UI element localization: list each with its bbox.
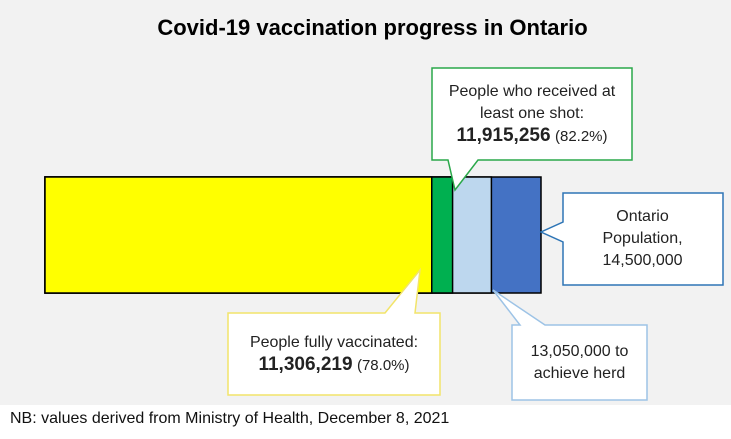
label-content: Ontario Population, 14,500,000	[590, 206, 695, 272]
callout-one-shot	[431, 67, 633, 192]
label-population: Ontario Population, 14,500,000	[590, 195, 695, 283]
footnote: NB: values derived from Ministry of Heal…	[10, 410, 450, 427]
percent-label: (78.0%)	[356, 356, 410, 374]
value-label: 11,306,219	[258, 353, 353, 375]
label-fully: People fully vaccinated: 11,306,219 (78.0…	[230, 315, 438, 393]
callout-population	[539, 192, 724, 286]
value-label: 11,915,256	[456, 124, 551, 146]
chart-title: Covid-19 vaccination progress in Ontario	[157, 15, 588, 40]
value-label: 13,050,000	[530, 342, 611, 360]
callout-fully	[227, 267, 441, 396]
series-name: People who received at least one shot:	[448, 82, 616, 122]
bar	[44, 176, 433, 294]
label-content: People fully vaccinated: 11,306,219 (78.0…	[250, 332, 418, 377]
bars	[44, 176, 542, 294]
label-one-shot: People who received at least one shot: 11…	[434, 70, 630, 158]
percent-label: (82.2%)	[554, 127, 608, 145]
value-label: 14,500,000	[602, 252, 683, 269]
label-content: 13,050,000 to achieve herd	[522, 341, 637, 385]
series-name: People fully vaccinated:	[249, 333, 419, 351]
series-name: Ontario Population,	[602, 208, 683, 247]
callout-herd	[492, 289, 648, 401]
label-content: People who received at least one shot: 11…	[434, 81, 630, 148]
label-herd: 13,050,000 to achieve herd	[522, 327, 637, 398]
series-name: to achieve herd	[533, 342, 629, 382]
